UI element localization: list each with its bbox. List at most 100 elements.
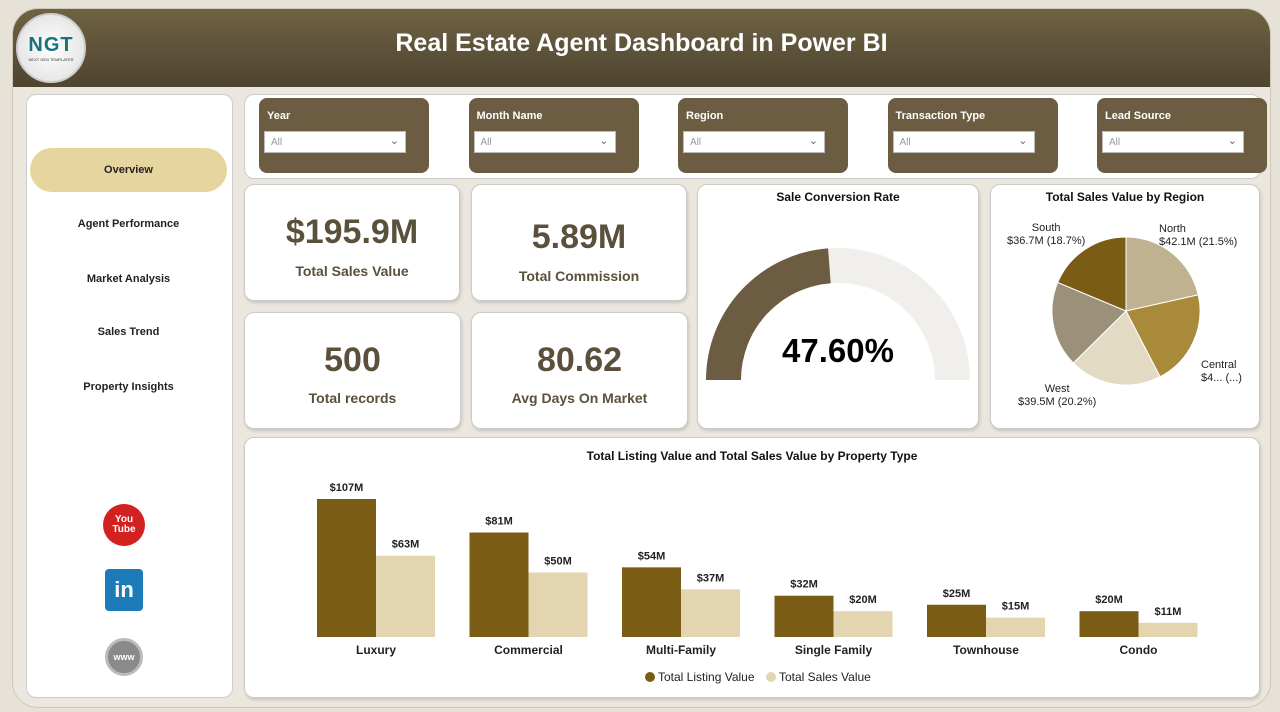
chevron-down-icon: ⌄	[1227, 135, 1237, 147]
filter-label: Year	[267, 110, 291, 122]
kpi-total-sales-value: $195.9M Total Sales Value	[244, 184, 460, 301]
gauge-fill	[706, 248, 831, 380]
x-tick-label: Luxury	[356, 643, 396, 657]
logo-text: NGT	[28, 34, 74, 56]
x-tick-label: Single Family	[795, 643, 873, 657]
bar-townhouse-listing[interactable]	[927, 604, 986, 637]
bar-data-label: $54M	[638, 550, 666, 562]
bar-multi-family-listing[interactable]	[622, 567, 681, 637]
gauge-track	[828, 248, 970, 380]
legend-marker	[766, 672, 776, 682]
pie-card: Total Sales Value by Region South $36.7M …	[990, 184, 1260, 429]
bar-data-label: $107M	[330, 482, 364, 494]
filter-value: All	[899, 137, 911, 148]
bar-commercial-listing[interactable]	[469, 532, 529, 637]
filter-value: All	[690, 137, 702, 148]
bar-luxury-listing[interactable]	[317, 499, 376, 637]
filter-month-name: Month Name All ⌄	[468, 98, 639, 173]
page-title: Real Estate Agent Dashboard in Power BI	[395, 29, 888, 57]
sidebar-item-overview[interactable]: Overview	[30, 148, 227, 192]
bar-condo-listing[interactable]	[1079, 611, 1139, 637]
kpi-value: 80.62	[536, 341, 623, 379]
filter-year: Year All ⌄	[259, 98, 429, 173]
kpi-total-commission: 5.89M Total Commission	[471, 184, 687, 301]
legend-item: Total Sales Value	[779, 670, 871, 684]
bar-commercial-sales[interactable]	[528, 572, 588, 637]
pie-chart	[1051, 236, 1201, 386]
kpi-value: $195.9M	[285, 213, 419, 251]
bar-card: Total Listing Value and Total Sales Valu…	[244, 437, 1260, 698]
bar-chart: $107M $63M Luxury $81M $50M Commercial $54M $37…	[317, 482, 1198, 684]
pie-label-west: West $39.5M (20.2%)	[1018, 383, 1097, 408]
pie-slice-west[interactable]	[1072, 310, 1161, 386]
sidebar-item-agent-performance[interactable]: Agent Performance	[77, 218, 180, 230]
filter-label: Month Name	[476, 110, 543, 122]
pie-slice-north[interactable]	[1125, 236, 1199, 312]
bar-data-label: $81M	[485, 516, 513, 528]
pie-slice-south[interactable]	[1057, 236, 1127, 312]
filter-bar: Year All ⌄ Month Name All ⌄ Region All ⌄ Transact…	[244, 94, 1267, 179]
bar-data-label: $15M	[1002, 601, 1030, 613]
bar-data-label: $20M	[1095, 594, 1123, 606]
youtube-icon[interactable]: You Tube	[103, 504, 145, 546]
filter-dropdown[interactable]: All ⌄	[892, 131, 1035, 153]
kpi-label: Avg Days On Market	[511, 390, 648, 406]
bar-condo-sales[interactable]	[1138, 622, 1198, 637]
filter-dropdown[interactable]: All ⌄	[473, 131, 616, 153]
gauge-chart	[706, 248, 970, 380]
bar-luxury-sales[interactable]	[376, 555, 435, 637]
dashboard-frame: NGT NEXT GEN TEMPLATES Real Estate Agent …	[12, 8, 1271, 708]
kpi-avg-days-on-market: 80.62 Avg Days On Market	[471, 312, 688, 429]
bar-data-label: $37M	[697, 572, 725, 584]
x-tick-label: Commercial	[494, 643, 563, 657]
pie-slice-central[interactable]	[1125, 294, 1201, 378]
filter-transaction-type: Transaction Type All ⌄	[887, 98, 1058, 173]
bar-data-label: $20M	[849, 594, 877, 606]
bar-data-label: $50M	[544, 556, 572, 568]
bar-data-label: $32M	[790, 579, 818, 591]
bar-townhouse-sales[interactable]	[986, 617, 1045, 637]
x-tick-label: Townhouse	[953, 643, 1019, 657]
kpi-label: Total records	[308, 390, 397, 406]
bar-single-family-listing[interactable]	[774, 595, 834, 637]
gauge-title: Sale Conversion Rate	[776, 190, 900, 204]
sidebar-item-market-analysis[interactable]: Market Analysis	[86, 273, 171, 285]
x-tick-label: Multi-Family	[646, 643, 716, 657]
linkedin-icon[interactable]: in	[105, 569, 143, 611]
filter-value: All	[271, 137, 283, 148]
ngt-logo: NGT NEXT GEN TEMPLATES	[16, 13, 86, 83]
bar-single-family-sales[interactable]	[833, 611, 893, 637]
pie-label-south: South $36.7M (18.7%)	[1007, 222, 1086, 247]
bar-multi-family-sales[interactable]	[681, 589, 740, 637]
kpi-label: Total Commission	[518, 268, 640, 284]
filter-region: Region All ⌄	[678, 98, 848, 173]
chevron-down-icon: ⌄	[1018, 135, 1028, 147]
gauge-card: Sale Conversion Rate 47.60%	[697, 184, 979, 429]
pie-slice-unlabeled[interactable]	[1051, 281, 1127, 364]
bar-title: Total Listing Value and Total Sales Valu…	[586, 449, 918, 463]
filter-label: Transaction Type	[895, 110, 986, 122]
filter-lead-source: Lead Source All ⌄	[1097, 98, 1267, 173]
filter-dropdown[interactable]: All ⌄	[264, 131, 406, 153]
header: NGT NEXT GEN TEMPLATES Real Estate Agent …	[13, 9, 1270, 87]
kpi-value: 5.89M	[531, 218, 627, 256]
chevron-down-icon: ⌄	[389, 135, 399, 147]
filter-dropdown[interactable]: All ⌄	[683, 131, 825, 153]
sidebar-item-sales-trend[interactable]: Sales Trend	[97, 326, 160, 338]
x-tick-label: Condo	[1120, 643, 1158, 657]
pie-label-north: North $42.1M (21.5%)	[1159, 223, 1238, 248]
logo-subtext: NEXT GEN TEMPLATES	[28, 57, 74, 62]
kpi-total-records: 500 Total records	[244, 312, 461, 429]
bar-data-label: $25M	[943, 588, 971, 600]
sidebar-item-property-insights[interactable]: Property Insights	[83, 381, 174, 393]
pie-label-central: Central $4... (...)	[1201, 359, 1242, 384]
filter-dropdown[interactable]: All ⌄	[1102, 131, 1244, 153]
bar-data-label: $11M	[1155, 606, 1182, 618]
filter-label: Region	[686, 110, 724, 122]
sidebar: Overview Agent Performance Market Analys…	[26, 94, 233, 698]
globe-icon[interactable]: www	[105, 638, 143, 676]
gauge-value: 47.60%	[782, 332, 894, 369]
pie-title: Total Sales Value by Region	[1045, 190, 1205, 204]
bar-data-label: $63M	[392, 539, 420, 551]
filter-label: Lead Source	[1105, 110, 1172, 122]
